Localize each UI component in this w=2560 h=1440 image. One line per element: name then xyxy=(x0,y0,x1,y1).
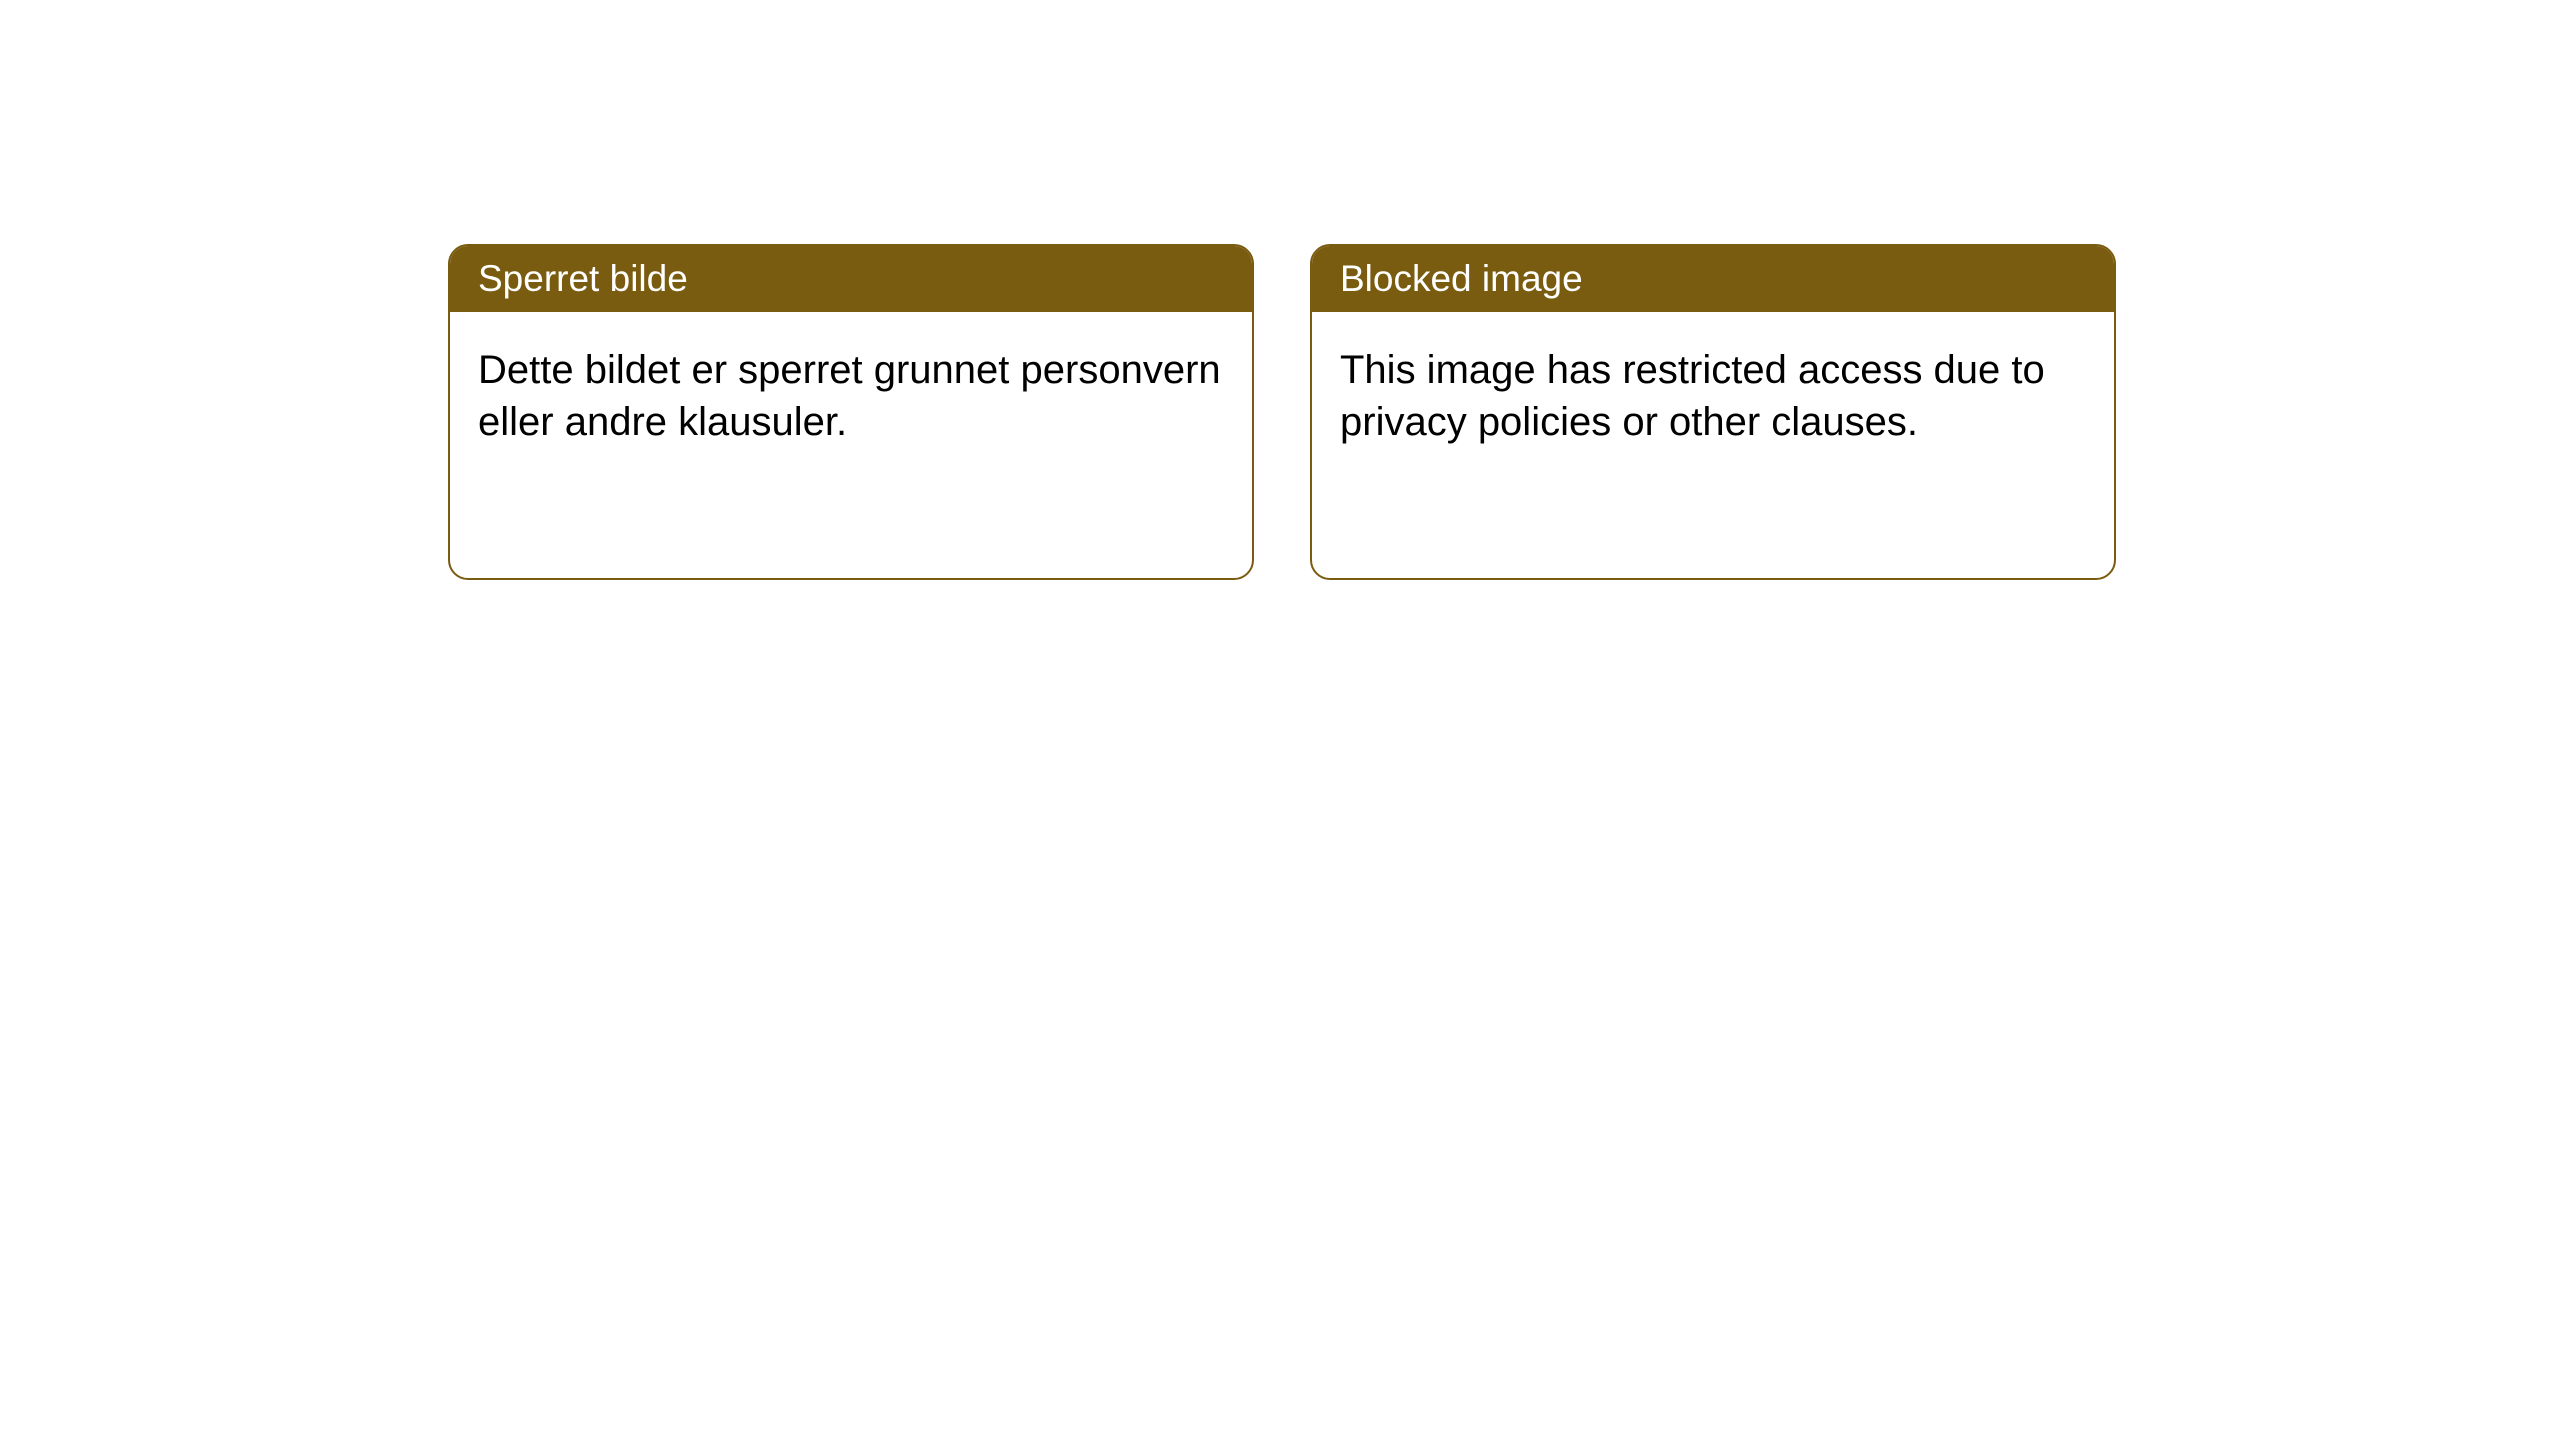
notice-card-norwegian: Sperret bilde Dette bildet er sperret gr… xyxy=(448,244,1254,580)
notice-message: This image has restricted access due to … xyxy=(1340,348,2045,444)
notice-message: Dette bildet er sperret grunnet personve… xyxy=(478,348,1221,444)
notice-body: Dette bildet er sperret grunnet personve… xyxy=(450,312,1252,480)
notice-card-english: Blocked image This image has restricted … xyxy=(1310,244,2116,580)
notice-body: This image has restricted access due to … xyxy=(1312,312,2114,480)
notice-header: Sperret bilde xyxy=(450,246,1252,312)
notice-title: Sperret bilde xyxy=(478,258,688,299)
notice-container: Sperret bilde Dette bildet er sperret gr… xyxy=(0,0,2560,580)
notice-header: Blocked image xyxy=(1312,246,2114,312)
notice-title: Blocked image xyxy=(1340,258,1583,299)
